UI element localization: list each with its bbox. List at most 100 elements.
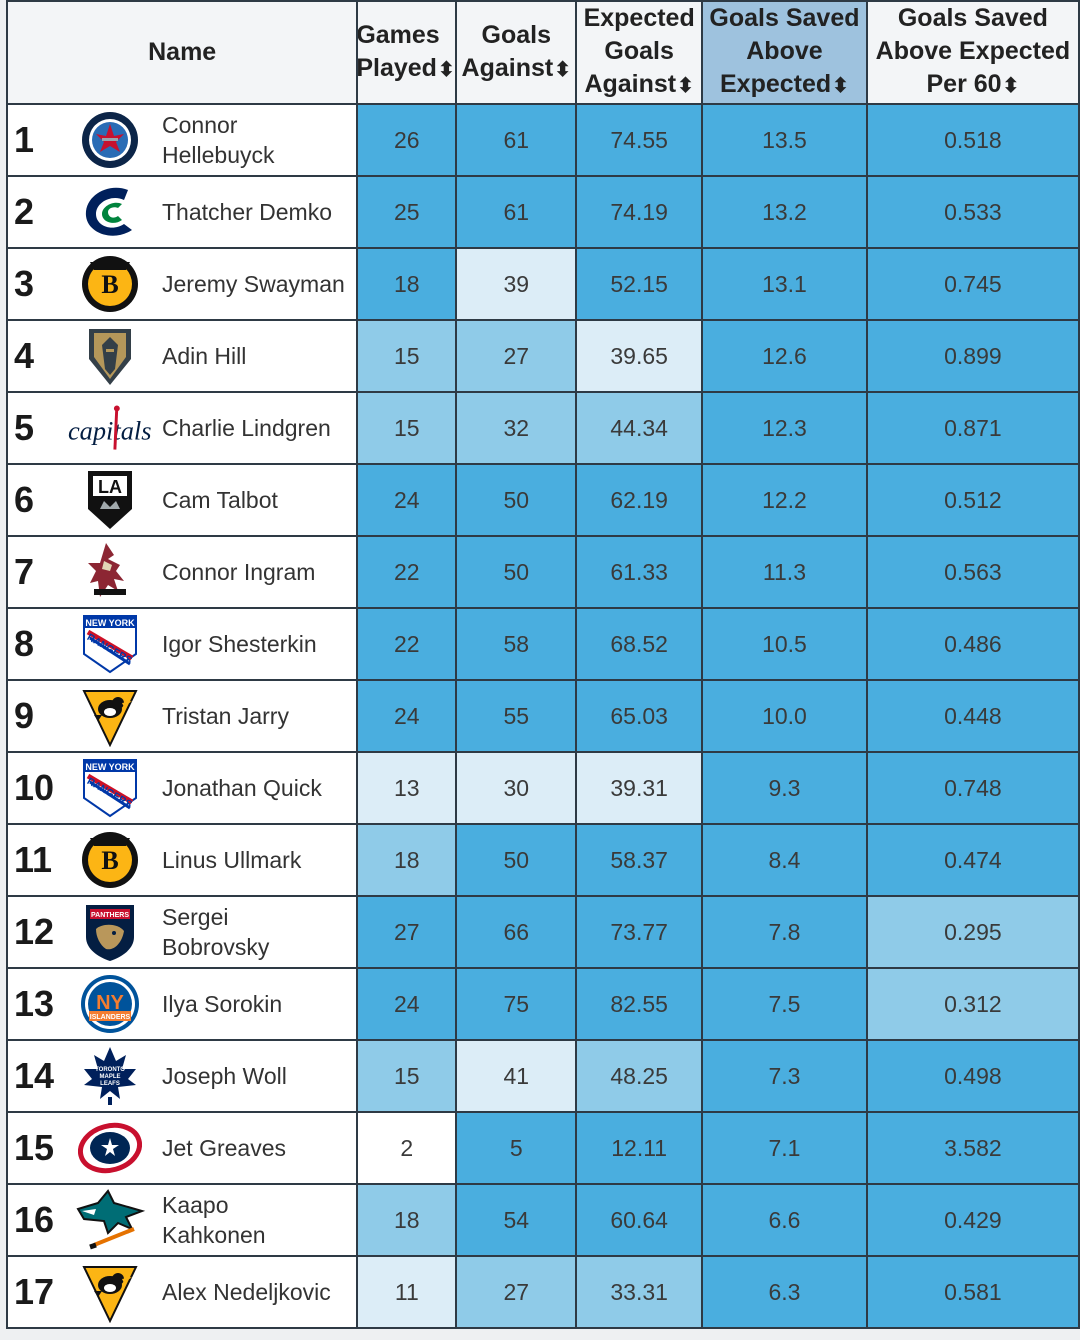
header-games-played[interactable]: Games Played⬍ bbox=[356, 0, 458, 105]
gsax-per-60-cell: 0.533 bbox=[865, 175, 1080, 249]
gsax-per-60-cell: 0.518 bbox=[865, 103, 1080, 177]
games-played-cell: 11 bbox=[356, 1255, 458, 1329]
new-york-rangers-logo: NEW YORK RANGERS bbox=[66, 756, 154, 820]
player-name: Jet Greaves bbox=[154, 1133, 286, 1163]
expected-goals-against-cell: 39.31 bbox=[575, 751, 704, 825]
player-name-line: Linus Ullmark bbox=[162, 847, 302, 873]
rank-number: 17 bbox=[14, 1271, 55, 1312]
player-name: Cam Talbot bbox=[154, 485, 278, 515]
svg-text:NEW YORK: NEW YORK bbox=[85, 762, 135, 772]
table-row: 2 Thatcher Demko 25 61 74.19 13.2 0.533 bbox=[5, 175, 1080, 249]
goals-against-cell: 41 bbox=[455, 1039, 578, 1113]
svg-text:B: B bbox=[101, 270, 118, 299]
player-name-line: Adin Hill bbox=[162, 343, 247, 369]
goals-against-cell: 61 bbox=[455, 103, 578, 177]
header-gsax-line2: Above bbox=[746, 37, 823, 65]
goals-against-cell: 58 bbox=[455, 607, 578, 681]
boston-bruins-logo: B bbox=[66, 252, 154, 316]
games-played-cell: 18 bbox=[356, 823, 458, 897]
header-gsax[interactable]: Goals Saved Above Expected⬍ bbox=[701, 0, 868, 105]
header-gsax-line1: Goals Saved bbox=[709, 4, 860, 32]
svg-text:B: B bbox=[101, 846, 118, 875]
gsax-per-60-cell: 0.429 bbox=[865, 1183, 1080, 1257]
games-played-cell: 15 bbox=[356, 391, 458, 465]
player-name-line: Sergei bbox=[162, 904, 229, 930]
player-name-line: Igor Shesterkin bbox=[162, 631, 317, 657]
expected-goals-against-cell: 73.77 bbox=[575, 895, 704, 969]
player-name-line: Thatcher Demko bbox=[162, 199, 333, 225]
player-name-line: Cam Talbot bbox=[162, 487, 278, 513]
table-row: 12 PANTHERS Sergei Bobrovsky 27 66 73.77 7.8 0.2… bbox=[5, 895, 1080, 969]
sort-icon[interactable]: ⬍ bbox=[832, 75, 849, 97]
player-cell: 3 B Jeremy Swayman bbox=[5, 247, 359, 321]
games-played-cell: 15 bbox=[356, 1039, 458, 1113]
header-gsax60-line2: Above Expected bbox=[875, 37, 1071, 65]
goals-against-cell: 50 bbox=[455, 823, 578, 897]
gsax-cell: 6.6 bbox=[701, 1183, 868, 1257]
gsax-per-60-cell: 0.748 bbox=[865, 751, 1080, 825]
player-name: Alex Nedeljkovic bbox=[154, 1277, 331, 1307]
header-name[interactable]: Name bbox=[5, 0, 359, 105]
sort-icon[interactable]: ⬍ bbox=[1002, 75, 1020, 97]
gsax-per-60-cell: 0.512 bbox=[865, 463, 1080, 537]
sort-icon[interactable]: ⬍ bbox=[554, 58, 571, 81]
player-cell: 10 NEW YORK RANGERS Jonathan Quick bbox=[5, 751, 359, 825]
expected-goals-against-cell: 52.15 bbox=[575, 247, 704, 321]
goals-against-cell: 75 bbox=[455, 967, 578, 1041]
player-name: Thatcher Demko bbox=[154, 197, 332, 227]
player-cell: 1 Connor Hellebuyck bbox=[5, 103, 359, 177]
games-played-cell: 18 bbox=[356, 1183, 458, 1257]
player-name-line: Charlie Lindgren bbox=[162, 415, 331, 441]
table-row: 15 Jet Greaves 2 5 12.11 7.1 3.582 bbox=[5, 1111, 1080, 1185]
header-gsax60-line1: Goals Saved bbox=[897, 4, 1048, 32]
expected-goals-against-cell: 44.34 bbox=[575, 391, 704, 465]
table-row: 1 Connor Hellebuyck 26 61 74.55 13.5 0.518 bbox=[5, 103, 1080, 177]
games-played-cell: 13 bbox=[356, 751, 458, 825]
goals-against-cell: 61 bbox=[455, 175, 578, 249]
table-row: 17 Alex Nedeljkovic 11 27 33.31 6.3 0.581 bbox=[5, 1255, 1080, 1329]
svg-text:TORONTO: TORONTO bbox=[95, 1067, 125, 1073]
games-played-cell: 24 bbox=[356, 463, 458, 537]
rank-number: 7 bbox=[14, 551, 35, 592]
table-row: 6 LA Cam Talbot 24 50 62.19 12.2 0.512 bbox=[5, 463, 1080, 537]
header-goals-against[interactable]: Goals Against⬍ bbox=[455, 0, 578, 105]
player-cell: 13 NY ISLANDERS Ilya Sorokin bbox=[5, 967, 359, 1041]
gsax-cell: 6.3 bbox=[701, 1255, 868, 1329]
header-gsax-per-60[interactable]: Goals Saved Above Expected Per 60⬍ bbox=[865, 0, 1080, 105]
gsax-cell: 12.6 bbox=[701, 319, 868, 393]
los-angeles-kings-logo: LA bbox=[66, 468, 154, 532]
expected-goals-against-cell: 60.64 bbox=[575, 1183, 704, 1257]
player-name: Connor Ingram bbox=[154, 557, 315, 587]
table-row: 4 Adin Hill 15 27 39.65 12.6 0.899 bbox=[5, 319, 1080, 393]
player-name-line: Jonathan Quick bbox=[162, 775, 322, 801]
columbus-blue-jackets-logo bbox=[66, 1116, 154, 1180]
header-gp-line1: Games bbox=[357, 20, 440, 49]
player-cell: 17 Alex Nedeljkovic bbox=[5, 1255, 359, 1329]
gsax-per-60-cell: 0.448 bbox=[865, 679, 1080, 753]
rank-number: 16 bbox=[14, 1199, 55, 1240]
gsax-per-60-cell: 0.312 bbox=[865, 967, 1080, 1041]
expected-goals-against-cell: 62.19 bbox=[575, 463, 704, 537]
player-cell: 9 Tristan Jarry bbox=[5, 679, 359, 753]
expected-goals-against-cell: 48.25 bbox=[575, 1039, 704, 1113]
player-name: Adin Hill bbox=[154, 341, 246, 371]
boston-bruins-logo: B bbox=[66, 828, 154, 892]
expected-goals-against-cell: 61.33 bbox=[575, 535, 704, 609]
gsax-cell: 11.3 bbox=[701, 535, 868, 609]
header-gsax60-line3: Per 60 bbox=[926, 70, 1002, 98]
gsax-cell: 7.3 bbox=[701, 1039, 868, 1113]
player-name-line: Connor Ingram bbox=[162, 559, 316, 585]
svg-text:PANTHERS: PANTHERS bbox=[91, 912, 129, 919]
sort-icon[interactable]: ⬍ bbox=[677, 75, 694, 97]
header-xga-line2: Goals bbox=[604, 37, 674, 65]
rank-number: 6 bbox=[14, 479, 35, 520]
header-expected-goals-against[interactable]: Expected Goals Against⬍ bbox=[575, 0, 704, 105]
expected-goals-against-cell: 39.65 bbox=[575, 319, 704, 393]
sort-icon[interactable]: ⬍ bbox=[437, 58, 455, 81]
player-cell: 6 LA Cam Talbot bbox=[5, 463, 359, 537]
svg-text:LEAFS: LEAFS bbox=[100, 1081, 120, 1087]
expected-goals-against-cell: 82.55 bbox=[575, 967, 704, 1041]
gsax-cell: 10.5 bbox=[701, 607, 868, 681]
gsax-per-60-cell: 0.899 bbox=[865, 319, 1080, 393]
goals-against-cell: 30 bbox=[455, 751, 578, 825]
